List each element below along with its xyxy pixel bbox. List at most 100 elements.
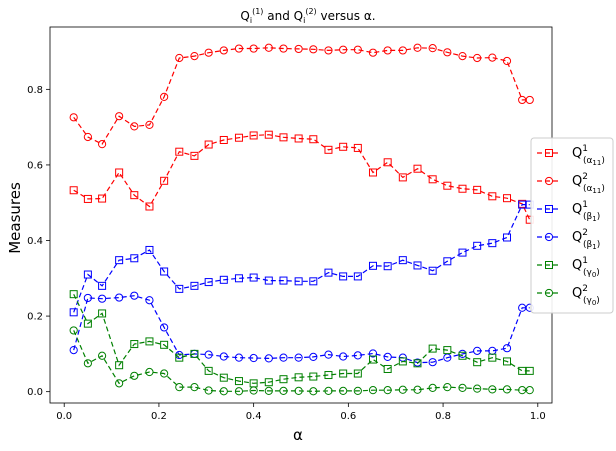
data-point bbox=[503, 233, 512, 242]
data-point bbox=[219, 373, 228, 382]
data-point bbox=[249, 131, 258, 140]
data-point bbox=[97, 140, 107, 149]
data-point bbox=[264, 386, 273, 396]
legend-label-sup: 1 bbox=[582, 144, 588, 154]
data-point bbox=[428, 175, 437, 184]
legend-marker bbox=[544, 176, 554, 186]
data-point bbox=[190, 349, 199, 358]
legend-label-sub: (α bbox=[583, 184, 593, 194]
data-point bbox=[145, 367, 154, 377]
data-point bbox=[98, 194, 107, 203]
data-point bbox=[324, 386, 333, 396]
data-point bbox=[398, 256, 407, 265]
legend-label-sup: 2 bbox=[582, 284, 588, 294]
data-point bbox=[324, 145, 333, 154]
data-point bbox=[175, 353, 184, 362]
data-point bbox=[473, 241, 482, 250]
data-point bbox=[190, 151, 199, 160]
legend-box bbox=[530, 137, 614, 314]
data-point bbox=[249, 273, 258, 282]
legend-label-subsub: 1 bbox=[592, 215, 596, 223]
data-point bbox=[443, 257, 452, 266]
data-point bbox=[324, 371, 333, 380]
data-point bbox=[413, 385, 422, 394]
data-point bbox=[339, 142, 348, 151]
legend-label-q: Q bbox=[572, 146, 582, 161]
data-point bbox=[518, 366, 527, 375]
title-q-2: Q bbox=[294, 9, 303, 23]
data-point bbox=[175, 284, 184, 293]
legend-entry: Q1 (β1) bbox=[537, 200, 600, 223]
legend-marker bbox=[545, 149, 553, 157]
data-point bbox=[130, 122, 139, 131]
title-sub-1: i bbox=[250, 16, 252, 25]
data-point bbox=[339, 45, 348, 54]
data-point bbox=[294, 134, 303, 143]
legend-label-close: ) bbox=[601, 184, 605, 194]
data-point bbox=[219, 352, 228, 361]
series-line bbox=[73, 47, 530, 145]
legend: Q1 (α11)Q2 (α11)Q1 (β1)Q2 (β1)Q1 (γ0)Q2 (γ0) bbox=[530, 137, 614, 314]
data-point bbox=[398, 385, 407, 394]
data-point bbox=[83, 270, 92, 279]
legend-label-sub: (α bbox=[583, 156, 593, 166]
data-point bbox=[69, 345, 78, 355]
data-point bbox=[234, 377, 243, 386]
data-point bbox=[428, 44, 437, 53]
data-point bbox=[353, 45, 362, 54]
data-point bbox=[190, 51, 199, 61]
data-point bbox=[383, 352, 392, 361]
data-point bbox=[264, 130, 273, 139]
data-point bbox=[115, 379, 124, 388]
data-point bbox=[83, 359, 92, 368]
legend-label-subsub: 11 bbox=[592, 187, 601, 195]
x-axis-label: α bbox=[293, 426, 303, 444]
data-point bbox=[309, 277, 318, 286]
data-point bbox=[525, 95, 534, 105]
data-point bbox=[324, 268, 333, 277]
data-point bbox=[473, 185, 482, 194]
legend-label-sup: 2 bbox=[582, 172, 588, 182]
legend-entry: Q2 (α11) bbox=[537, 172, 605, 195]
data-point bbox=[204, 48, 213, 57]
legend-label: Q1 (β1) bbox=[572, 200, 600, 223]
y-tick-label: 0.6 bbox=[27, 160, 43, 171]
series-line bbox=[73, 295, 530, 364]
legend-label-q: Q bbox=[572, 286, 582, 301]
series-2 bbox=[69, 200, 534, 317]
data-point bbox=[339, 386, 348, 396]
data-point bbox=[488, 239, 497, 248]
data-point bbox=[383, 158, 392, 167]
data-point bbox=[339, 272, 348, 281]
data-point bbox=[160, 176, 169, 185]
x-tick-label: 0.0 bbox=[56, 411, 72, 422]
legend-label-close: ) bbox=[597, 240, 601, 250]
legend-label-close: ) bbox=[596, 268, 600, 278]
y-tick-label: 0.8 bbox=[27, 85, 43, 96]
data-point bbox=[234, 133, 243, 142]
data-point bbox=[368, 386, 378, 395]
legend-label-sub: (β bbox=[583, 240, 593, 250]
data-point bbox=[115, 361, 124, 370]
data-point bbox=[83, 319, 92, 328]
legend-label-q: Q bbox=[572, 258, 582, 273]
data-point bbox=[69, 290, 78, 299]
data-point bbox=[69, 113, 78, 122]
legend-label-q: Q bbox=[572, 202, 582, 217]
data-point bbox=[294, 386, 303, 396]
data-point bbox=[443, 346, 452, 355]
data-point bbox=[309, 352, 318, 361]
legend-label-sub: (γ bbox=[583, 296, 593, 306]
data-point bbox=[428, 344, 437, 353]
data-point bbox=[130, 191, 139, 200]
data-point bbox=[502, 56, 512, 66]
legend-marker bbox=[545, 261, 553, 269]
data-point bbox=[130, 371, 139, 380]
data-point bbox=[83, 293, 92, 303]
data-point bbox=[525, 366, 534, 375]
data-point bbox=[219, 387, 228, 396]
data-point bbox=[398, 173, 407, 182]
data-point bbox=[279, 44, 288, 53]
data-point bbox=[115, 293, 124, 302]
